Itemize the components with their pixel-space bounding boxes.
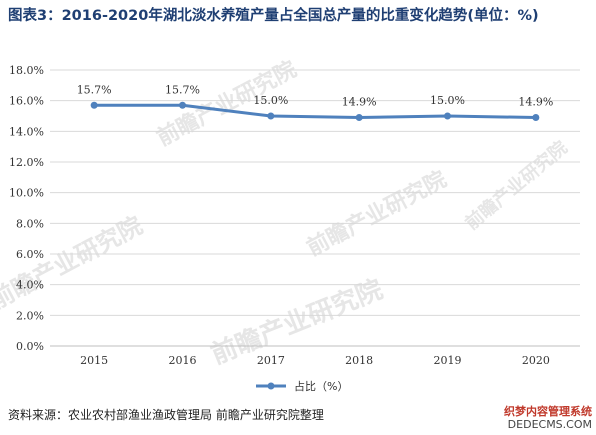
y-tick-label: 4.0% xyxy=(16,279,44,292)
y-tick-label: 2.0% xyxy=(16,309,44,322)
data-label: 15.7% xyxy=(165,83,200,96)
x-tick-label: 2019 xyxy=(434,354,462,367)
x-tick-label: 2020 xyxy=(522,354,550,367)
y-tick-label: 16.0% xyxy=(9,95,44,108)
source-note: 资料来源：农业农村部渔业渔政管理局 前瞻产业研究院整理 xyxy=(8,408,324,422)
y-tick-label: 0.0% xyxy=(16,340,44,353)
data-label: 14.9% xyxy=(518,96,553,109)
y-tick-label: 8.0% xyxy=(16,217,44,230)
legend-label: 占比（%） xyxy=(294,379,348,393)
legend-marker xyxy=(267,382,275,390)
x-tick-label: 2017 xyxy=(257,354,285,367)
x-tick-label: 2018 xyxy=(345,354,373,367)
y-tick-label: 10.0% xyxy=(9,187,44,200)
watermark-text: 前瞻产业研究院 xyxy=(461,136,572,234)
y-tick-label: 6.0% xyxy=(16,248,44,261)
series-layer: 15.7% 15.7% 15.0% 14.9% 15.0% 14.9% xyxy=(77,83,553,122)
y-tick-label: 18.0% xyxy=(9,64,44,77)
corner-watermark-line2: DEDECMS.COM xyxy=(507,418,592,431)
data-point xyxy=(179,101,186,109)
x-axis-ticks: 2015 2016 2017 2018 2019 2020 xyxy=(80,354,550,367)
legend: 占比（%） xyxy=(256,379,348,393)
series-line xyxy=(94,103,536,120)
data-point xyxy=(90,101,98,109)
data-label: 15.0% xyxy=(430,94,465,107)
x-tick-label: 2015 xyxy=(80,354,108,367)
data-point xyxy=(355,114,363,122)
data-label: 14.9% xyxy=(342,96,377,109)
data-point xyxy=(444,112,451,120)
corner-watermark-line1: 织梦内容管理系统 xyxy=(504,405,592,418)
y-tick-label: 14.0% xyxy=(9,125,44,138)
data-point xyxy=(267,112,275,120)
data-point xyxy=(532,114,540,122)
chart-title: 图表3：2016-2020年湖北淡水养殖产量占全国总产量的比重变化趋势(单位：%… xyxy=(8,8,539,24)
data-label: 15.7% xyxy=(77,83,112,96)
watermark-text: 前瞻产业研究院 xyxy=(303,166,451,261)
data-label: 15.0% xyxy=(253,94,288,107)
corner-watermark: 织梦内容管理系统 DEDECMS.COM xyxy=(504,405,592,431)
y-axis-ticks: 0.0% 2.0% 4.0% 6.0% 8.0% 10.0% 12.0% 14.0% 16.0%… xyxy=(9,64,44,353)
gridlines xyxy=(50,69,580,347)
x-tick-label: 2016 xyxy=(169,354,197,367)
y-tick-label: 12.0% xyxy=(9,156,44,169)
